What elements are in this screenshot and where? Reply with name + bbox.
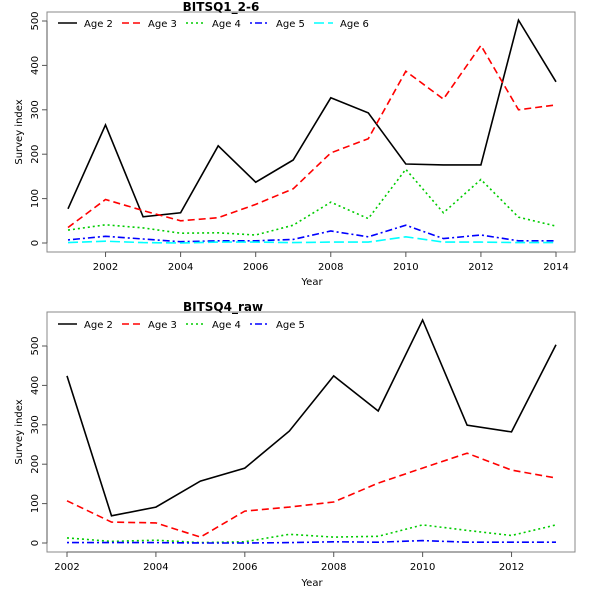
y-tick-label: 200 xyxy=(30,455,41,474)
series-lines xyxy=(66,318,557,544)
series-lines xyxy=(67,18,557,244)
x-tick-label: 2012 xyxy=(468,262,493,273)
series-line-age-4 xyxy=(66,524,557,544)
y-ticks: 0 100 200 300 400 500 xyxy=(30,11,48,246)
series-line-age-2 xyxy=(66,318,557,517)
legend-label: Age 5 xyxy=(276,19,305,30)
x-axis-label: Year xyxy=(300,578,323,589)
legend: Age 2 Age 3 Age 4 Age 5 Age 6 xyxy=(58,19,369,30)
x-tick-label: 2004 xyxy=(168,262,193,273)
series-line-age-6 xyxy=(67,235,556,244)
y-tick-label: 300 xyxy=(30,415,41,434)
legend-label: Age 2 xyxy=(84,320,113,331)
x-tick-label: 2004 xyxy=(143,562,168,573)
x-tick-label: 2008 xyxy=(318,262,343,273)
legend-item: Age 2 xyxy=(58,19,113,30)
legend-item: Age 3 xyxy=(122,19,177,30)
legend-item: Age 2 xyxy=(58,320,113,331)
chart-title: BITSQ4_raw xyxy=(183,300,263,315)
legend-item: Age 5 xyxy=(250,19,305,30)
legend: Age 2 Age 3 Age 4 Age 5 xyxy=(58,320,305,331)
y-tick-label: 100 xyxy=(30,494,41,513)
y-tick-label: 200 xyxy=(30,145,41,164)
y-tick-label: 400 xyxy=(30,376,41,395)
x-axis-label: Year xyxy=(300,277,323,288)
y-tick-label: 400 xyxy=(30,56,41,75)
y-tick-label: 500 xyxy=(30,11,41,30)
x-tick-label: 2010 xyxy=(393,262,418,273)
y-tick-label: 100 xyxy=(30,189,41,208)
x-tick-label: 2002 xyxy=(93,262,118,273)
series-line-age-2 xyxy=(67,18,557,218)
legend-item: Age 6 xyxy=(314,19,369,30)
chart-bitsq1: BITSQ1_2-6 Year Survey index 2002 2004 200… xyxy=(14,0,576,288)
y-axis-label: Survey index xyxy=(14,399,25,464)
chart-title: BITSQ1_2-6 xyxy=(183,0,260,15)
series-line-age-5 xyxy=(67,539,556,544)
plot-frame xyxy=(46,311,576,553)
chart-bitsq4: BITSQ4_raw Year Survey index 2002 2004 200… xyxy=(14,300,576,589)
x-tick-label: 2006 xyxy=(243,262,268,273)
series-line-age-3 xyxy=(66,452,557,538)
x-ticks: 2002 2004 2006 2008 2010 2012 xyxy=(54,551,524,573)
x-tick-label: 2006 xyxy=(232,562,257,573)
y-tick-label: 0 xyxy=(30,540,41,546)
x-tick-label: 2008 xyxy=(321,562,346,573)
legend-label: Age 4 xyxy=(212,19,241,30)
y-tick-label: 0 xyxy=(30,240,41,246)
legend-item: Age 4 xyxy=(186,19,241,30)
legend-label: Age 5 xyxy=(276,320,305,331)
series-line-age-4 xyxy=(67,168,557,236)
x-tick-label: 2012 xyxy=(499,562,524,573)
x-tick-label: 2014 xyxy=(543,262,568,273)
x-tick-label: 2010 xyxy=(410,562,435,573)
legend-item: Age 5 xyxy=(250,320,305,331)
legend-label: Age 4 xyxy=(212,320,241,331)
y-ticks: 0 100 200 300 400 500 xyxy=(30,336,48,546)
legend-label: Age 3 xyxy=(148,19,177,30)
y-tick-label: 500 xyxy=(30,336,41,355)
y-axis-label: Survey index xyxy=(14,99,25,164)
legend-label: Age 3 xyxy=(148,320,177,331)
legend-item: Age 3 xyxy=(122,320,177,331)
series-line-age-5 xyxy=(67,224,556,243)
legend-label: Age 2 xyxy=(84,19,113,30)
legend-label: Age 6 xyxy=(340,19,369,30)
series-line-age-3 xyxy=(67,43,557,229)
legend-item: Age 4 xyxy=(186,320,241,331)
y-tick-label: 300 xyxy=(30,100,41,119)
x-ticks: 2002 2004 2006 2008 2010 2012 2014 xyxy=(93,251,569,273)
x-tick-label: 2002 xyxy=(54,562,79,573)
